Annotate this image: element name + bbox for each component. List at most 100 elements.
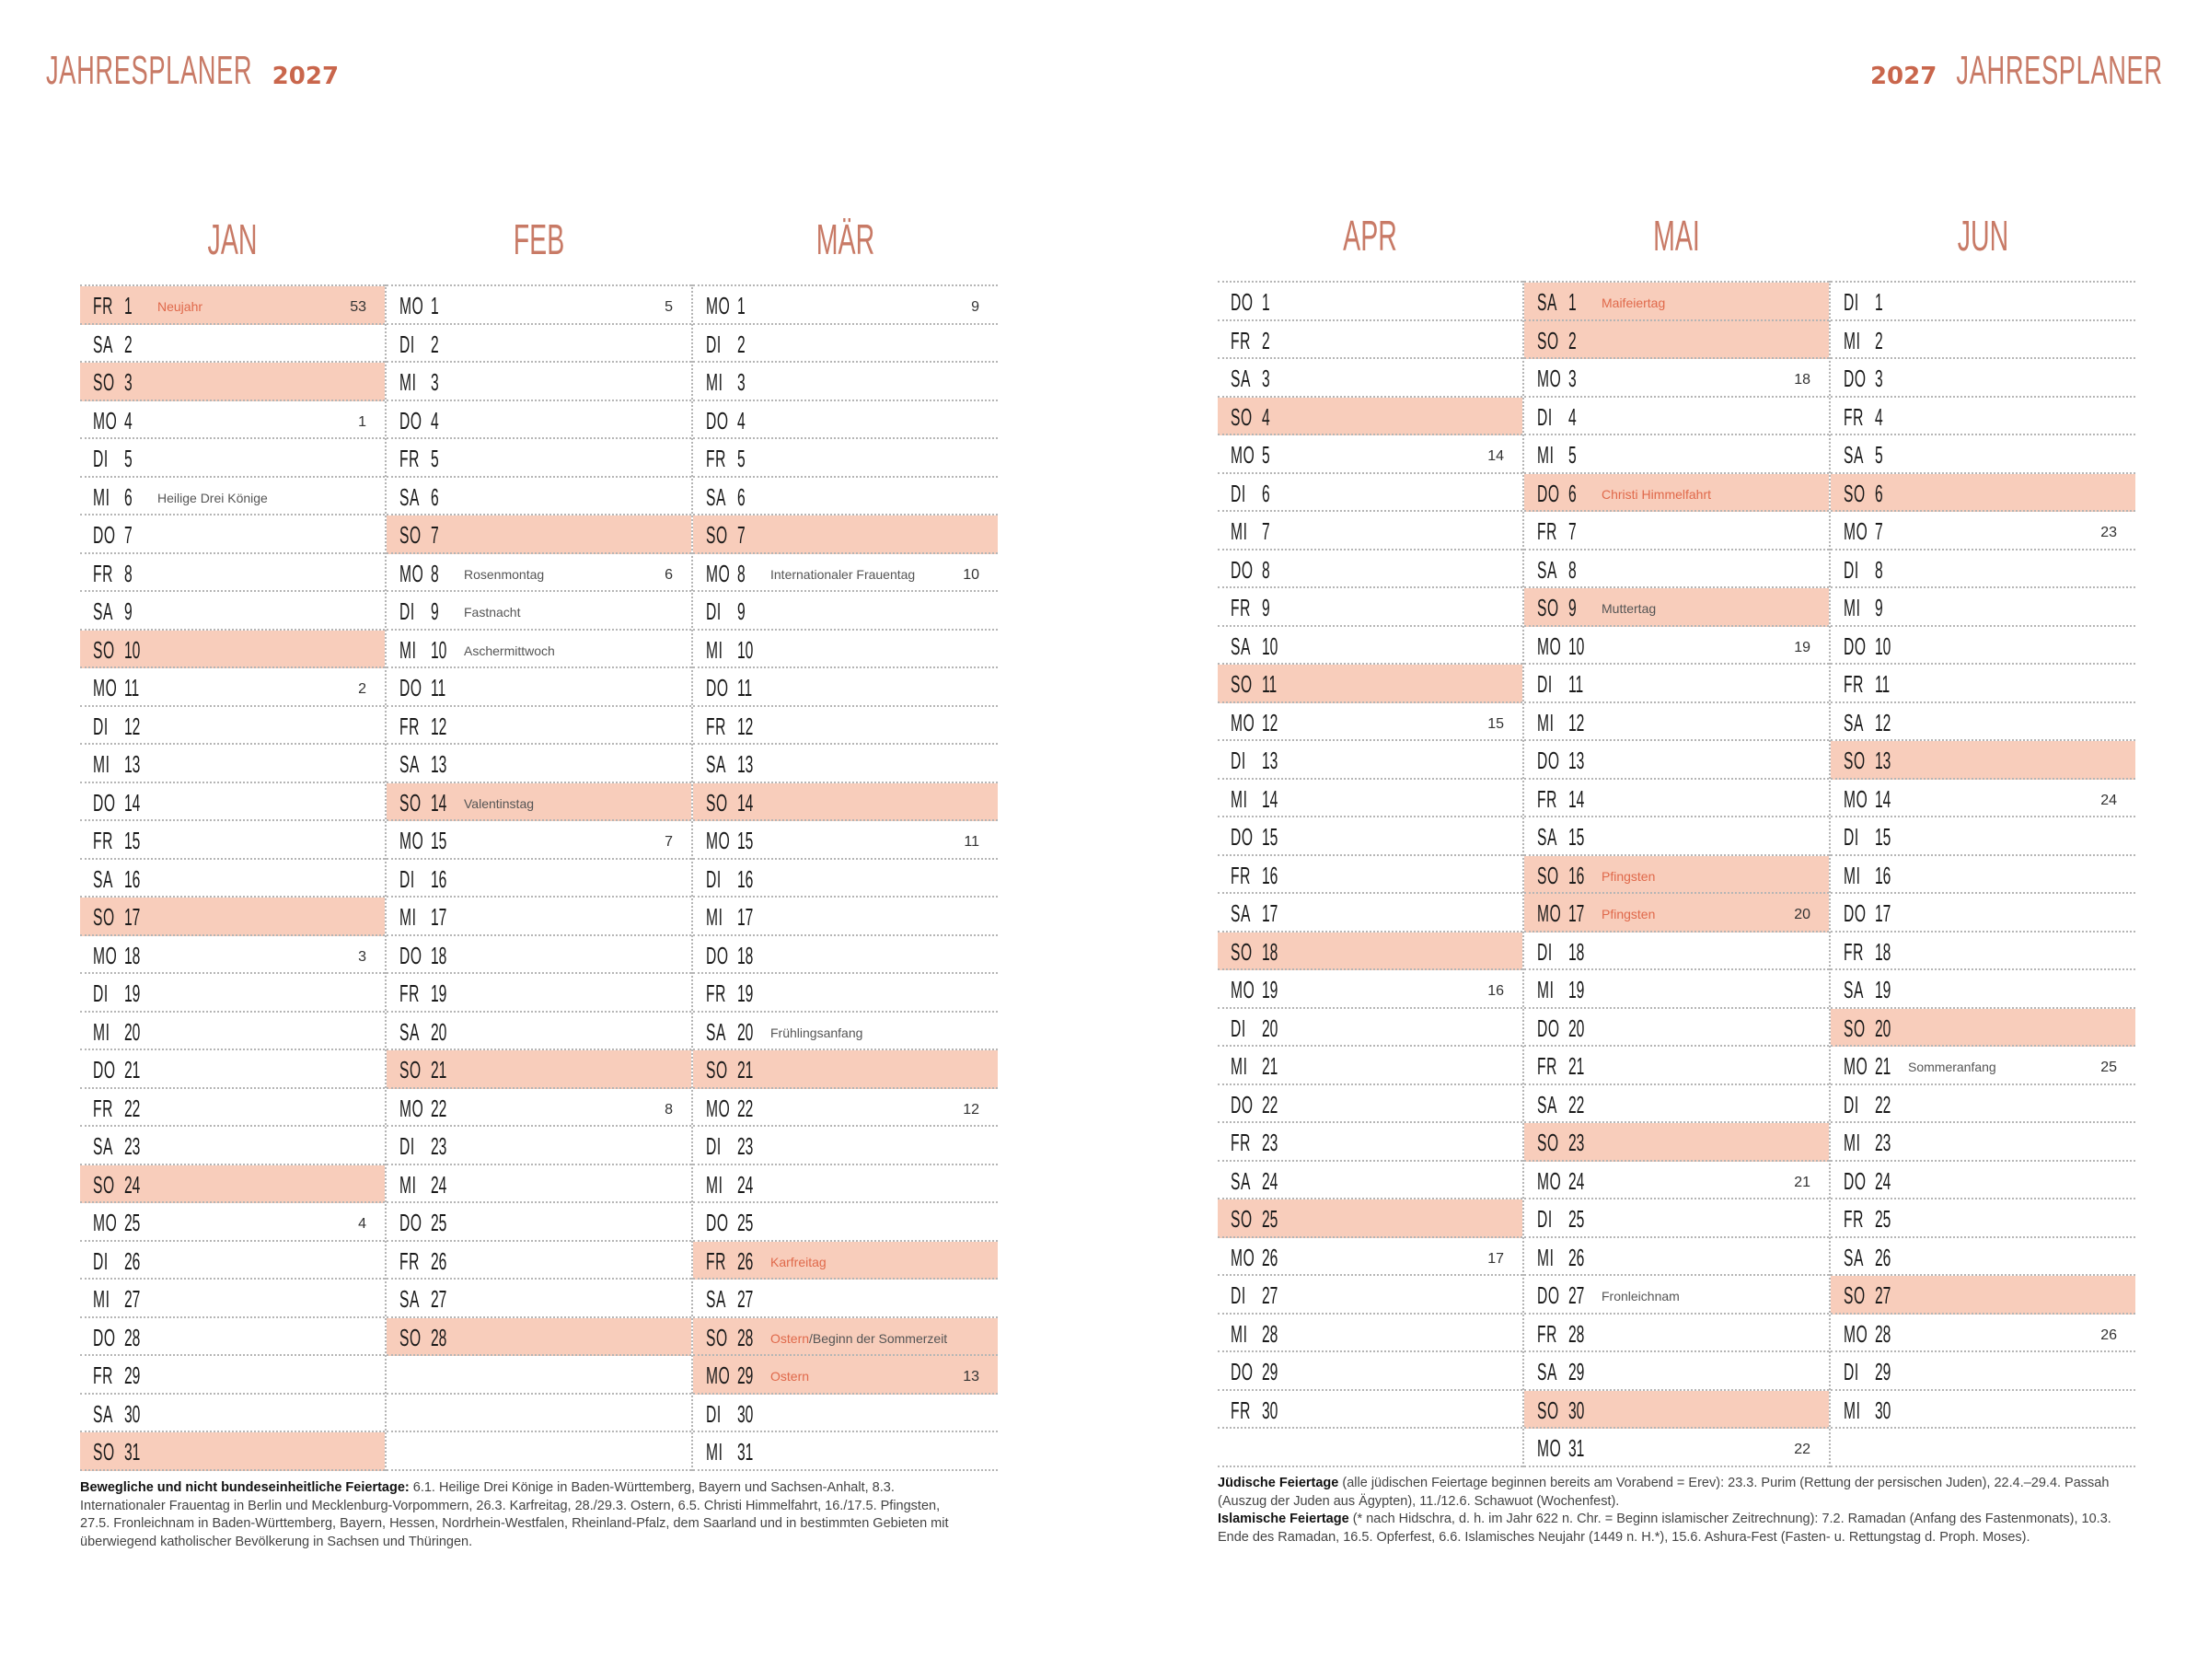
day-row[interactable]: FR 1 Neujahr 53	[80, 286, 385, 325]
day-row[interactable]: SO 18	[1218, 932, 1522, 970]
day-row[interactable]: SO 31	[80, 1432, 385, 1471]
day-row[interactable]: MI 23	[1831, 1123, 2135, 1162]
day-row[interactable]: SO 16 Pfingsten	[1524, 855, 1829, 894]
day-row[interactable]: DO 6 Christi Himmelfahrt	[1524, 473, 1829, 512]
day-row[interactable]: SO 6	[1831, 473, 2135, 512]
day-row[interactable]: DI 6	[1218, 474, 1522, 512]
day-row[interactable]: SO 27	[1831, 1276, 2135, 1315]
day-row[interactable]: MO 4 1	[80, 401, 385, 439]
day-row[interactable]: DO 1	[1218, 283, 1522, 321]
day-row[interactable]: SA 22	[1524, 1085, 1829, 1123]
day-row[interactable]: FR 14	[1524, 780, 1829, 817]
day-row[interactable]: SA 20	[387, 1013, 691, 1050]
day-row[interactable]: DO 13	[1524, 741, 1829, 780]
day-row[interactable]: MO 1 5	[387, 286, 691, 325]
day-row[interactable]: DI 15	[1831, 817, 2135, 856]
day-row[interactable]: DI 9 Fastnacht	[387, 592, 691, 631]
day-row[interactable]: DO 21	[80, 1050, 385, 1089]
day-row[interactable]: SO 23	[1524, 1123, 1829, 1162]
day-row[interactable]: MO 17 Pfingsten 20	[1524, 894, 1829, 933]
day-row[interactable]: FR 19	[693, 974, 998, 1013]
day-row[interactable]: SO 25	[1218, 1199, 1522, 1238]
day-row[interactable]: MO 28 26	[1831, 1315, 2135, 1352]
day-row[interactable]: MI 12	[1524, 703, 1829, 741]
day-row[interactable]: SO 13	[1831, 741, 2135, 780]
day-row[interactable]: DO 25	[693, 1203, 998, 1242]
day-row[interactable]: SO 20	[1831, 1008, 2135, 1047]
day-row[interactable]: SA 5	[1831, 435, 2135, 474]
day-row[interactable]: SO 14 Valentinstag	[387, 782, 691, 821]
day-row[interactable]: DO 27 Fronleichnam	[1524, 1276, 1829, 1315]
day-row[interactable]: DI 9	[693, 592, 998, 631]
day-row[interactable]: SO 3	[80, 363, 385, 401]
day-row[interactable]: MO 12 15	[1218, 703, 1522, 741]
day-row[interactable]: MO 31 22	[1524, 1429, 1829, 1467]
day-row[interactable]: SA 13	[387, 745, 691, 783]
day-row[interactable]: SO 28 Ostern/Beginn der Sommerzeit	[693, 1317, 998, 1356]
day-row[interactable]: SA 16	[80, 860, 385, 898]
day-row[interactable]: MI 20	[80, 1013, 385, 1050]
day-row[interactable]: DI 29	[1831, 1352, 2135, 1391]
day-row[interactable]: FR 21	[1524, 1047, 1829, 1085]
day-row[interactable]: MO 15 11	[693, 821, 998, 860]
day-row[interactable]: DO 7	[80, 516, 385, 554]
day-row[interactable]: SA 9	[80, 592, 385, 631]
day-row[interactable]: DI 13	[1218, 741, 1522, 780]
day-row[interactable]: DO 29	[1218, 1352, 1522, 1391]
day-row[interactable]: DI 20	[1218, 1009, 1522, 1047]
day-row[interactable]: MI 21	[1218, 1047, 1522, 1085]
day-row[interactable]: MO 5 14	[1218, 435, 1522, 474]
day-row[interactable]: DO 17	[1831, 894, 2135, 933]
day-row[interactable]: DI 2	[387, 325, 691, 363]
day-row[interactable]: SA 12	[1831, 703, 2135, 741]
day-row[interactable]: FR 12	[387, 707, 691, 745]
day-row[interactable]: MI 9	[1831, 588, 2135, 627]
day-row[interactable]: FR 2	[1218, 321, 1522, 359]
day-row[interactable]: FR 5	[387, 439, 691, 478]
day-row[interactable]: DI 1	[1831, 283, 2135, 321]
day-row[interactable]: DI 8	[1831, 550, 2135, 588]
day-row[interactable]: MI 3	[693, 363, 998, 401]
day-row[interactable]: DO 11	[693, 668, 998, 707]
day-row[interactable]: MO 29 Ostern 13	[693, 1356, 998, 1395]
day-row[interactable]: DO 11	[387, 668, 691, 707]
day-row[interactable]: MI 24	[387, 1165, 691, 1203]
day-row[interactable]: DO 15	[1218, 817, 1522, 856]
day-row[interactable]: SA 8	[1524, 550, 1829, 588]
day-row[interactable]: SA 26	[1831, 1238, 2135, 1276]
day-row[interactable]: MI 17	[387, 898, 691, 936]
day-row[interactable]: FR 11	[1831, 665, 2135, 703]
day-row[interactable]: MI 6 Heilige Drei Könige	[80, 478, 385, 516]
day-row[interactable]: MO 24 21	[1524, 1162, 1829, 1199]
day-row[interactable]: FR 26	[387, 1242, 691, 1280]
day-row[interactable]: DO 8	[1218, 550, 1522, 588]
day-row[interactable]: MO 26 17	[1218, 1238, 1522, 1276]
day-row[interactable]: SA 15	[1524, 817, 1829, 856]
day-row[interactable]: MI 14	[1218, 780, 1522, 817]
day-row[interactable]: MO 25 4	[80, 1203, 385, 1242]
day-row[interactable]: MO 7 23	[1831, 512, 2135, 550]
day-row[interactable]: MI 24	[693, 1165, 998, 1203]
day-row[interactable]: SO 2	[1524, 320, 1829, 359]
day-row[interactable]: SO 7	[387, 516, 691, 554]
day-row[interactable]: DI 16	[693, 860, 998, 898]
day-row[interactable]: DI 2	[693, 325, 998, 363]
day-row[interactable]: MI 28	[1218, 1315, 1522, 1352]
day-row[interactable]: FR 28	[1524, 1315, 1829, 1352]
day-row[interactable]: DI 26	[80, 1242, 385, 1280]
day-row[interactable]: DI 12	[80, 707, 385, 745]
day-row[interactable]: DO 4	[387, 401, 691, 439]
day-row[interactable]: SO 4	[1218, 397, 1522, 435]
day-row[interactable]: FR 15	[80, 821, 385, 860]
day-row[interactable]: FR 5	[693, 439, 998, 478]
day-row[interactable]: MO 11 2	[80, 668, 385, 707]
day-row[interactable]: MI 10	[693, 631, 998, 668]
day-row[interactable]: DO 18	[693, 936, 998, 974]
day-row[interactable]: SO 28	[387, 1317, 691, 1356]
day-row[interactable]: MO 10 19	[1524, 627, 1829, 665]
day-row[interactable]: SA 19	[1831, 970, 2135, 1009]
day-row[interactable]: SA 17	[1218, 894, 1522, 933]
day-row[interactable]: DO 20	[1524, 1009, 1829, 1047]
day-row[interactable]: DO 14	[80, 783, 385, 821]
day-row[interactable]: SA 10	[1218, 627, 1522, 665]
